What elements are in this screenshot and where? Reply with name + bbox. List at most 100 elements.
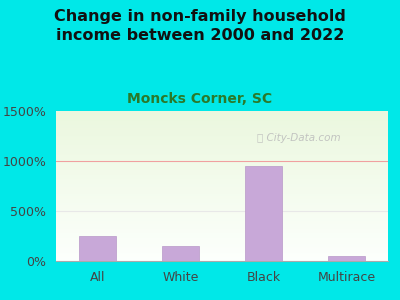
Bar bbox=[56, 177, 388, 178]
Bar bbox=[56, 212, 388, 213]
Bar bbox=[56, 252, 388, 254]
Bar bbox=[56, 154, 388, 156]
Bar bbox=[56, 195, 388, 196]
Bar bbox=[56, 169, 388, 171]
Bar bbox=[56, 134, 388, 135]
Bar bbox=[56, 219, 388, 220]
Bar bbox=[56, 208, 388, 210]
Bar bbox=[56, 116, 388, 117]
Bar bbox=[56, 140, 388, 141]
Bar bbox=[56, 213, 388, 214]
Bar bbox=[56, 200, 388, 201]
Bar bbox=[56, 150, 388, 152]
Bar bbox=[56, 206, 388, 207]
Bar bbox=[56, 194, 388, 195]
Bar bbox=[56, 192, 388, 194]
Bar bbox=[56, 172, 388, 174]
Bar bbox=[79, 236, 116, 261]
Bar bbox=[56, 123, 388, 124]
Bar bbox=[56, 243, 388, 244]
Bar bbox=[56, 224, 388, 225]
Bar bbox=[56, 256, 388, 258]
Bar bbox=[56, 244, 388, 246]
Bar bbox=[56, 249, 388, 250]
Bar bbox=[56, 236, 388, 237]
Bar bbox=[56, 188, 388, 189]
Bar bbox=[56, 120, 388, 122]
Bar bbox=[56, 238, 388, 240]
Bar bbox=[56, 232, 388, 234]
Bar bbox=[56, 242, 388, 243]
Bar bbox=[56, 167, 388, 168]
Bar bbox=[56, 183, 388, 184]
Bar bbox=[56, 136, 388, 138]
Bar bbox=[56, 171, 388, 172]
Bar bbox=[56, 117, 388, 118]
Bar bbox=[56, 240, 388, 242]
Bar bbox=[56, 114, 388, 116]
Bar bbox=[56, 124, 388, 126]
Bar bbox=[56, 258, 388, 260]
Bar bbox=[56, 152, 388, 153]
Bar bbox=[56, 142, 388, 144]
Bar bbox=[56, 248, 388, 249]
Bar bbox=[56, 250, 388, 252]
Bar bbox=[56, 190, 388, 192]
Bar bbox=[56, 207, 388, 208]
Bar bbox=[56, 141, 388, 142]
Bar bbox=[56, 228, 388, 230]
Bar bbox=[56, 237, 388, 238]
Bar bbox=[56, 204, 388, 206]
Bar bbox=[56, 225, 388, 226]
Bar bbox=[245, 166, 282, 261]
Bar bbox=[56, 129, 388, 130]
Bar bbox=[56, 222, 388, 224]
Bar bbox=[56, 234, 388, 236]
Bar bbox=[56, 182, 388, 183]
Bar bbox=[56, 226, 388, 228]
Bar bbox=[56, 178, 388, 180]
Bar bbox=[56, 231, 388, 232]
Bar bbox=[56, 184, 388, 186]
Bar bbox=[56, 126, 388, 128]
Bar bbox=[56, 138, 388, 140]
Bar bbox=[328, 256, 365, 261]
Bar bbox=[56, 164, 388, 165]
Bar bbox=[56, 146, 388, 147]
Bar bbox=[56, 158, 388, 159]
Text: ⌕ City-Data.com: ⌕ City-Data.com bbox=[256, 133, 340, 143]
Bar bbox=[56, 130, 388, 132]
Text: Change in non-family household
income between 2000 and 2022: Change in non-family household income be… bbox=[54, 9, 346, 43]
Bar bbox=[56, 156, 388, 158]
Bar bbox=[56, 198, 388, 200]
Bar bbox=[56, 174, 388, 176]
Bar bbox=[56, 135, 388, 136]
Bar bbox=[56, 246, 388, 247]
Bar bbox=[56, 176, 388, 177]
Bar bbox=[56, 132, 388, 134]
Bar bbox=[56, 230, 388, 231]
Bar bbox=[56, 254, 388, 255]
Bar bbox=[56, 218, 388, 219]
Bar bbox=[56, 111, 388, 112]
Bar bbox=[56, 168, 388, 170]
Bar bbox=[56, 210, 388, 212]
Bar bbox=[56, 180, 388, 182]
Bar bbox=[56, 160, 388, 162]
Bar bbox=[56, 144, 388, 146]
Bar bbox=[56, 147, 388, 148]
Bar bbox=[162, 246, 199, 261]
Bar bbox=[56, 148, 388, 150]
Bar bbox=[56, 201, 388, 202]
Text: Moncks Corner, SC: Moncks Corner, SC bbox=[128, 92, 272, 106]
Bar bbox=[56, 202, 388, 204]
Bar bbox=[56, 159, 388, 160]
Bar bbox=[56, 196, 388, 198]
Bar bbox=[56, 214, 388, 216]
Bar bbox=[56, 118, 388, 120]
Bar bbox=[56, 153, 388, 154]
Bar bbox=[56, 260, 388, 261]
Bar bbox=[56, 122, 388, 123]
Bar bbox=[56, 128, 388, 129]
Bar bbox=[56, 220, 388, 222]
